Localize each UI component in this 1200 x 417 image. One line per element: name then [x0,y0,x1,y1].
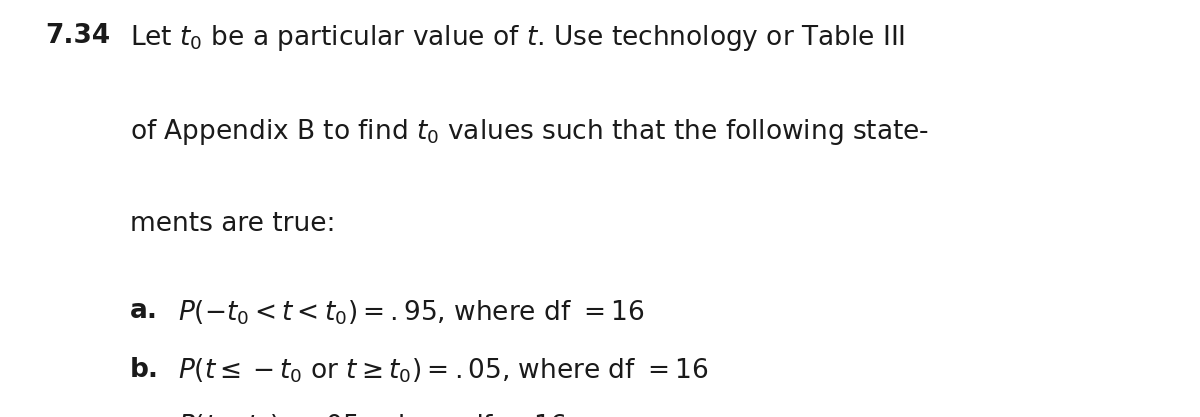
Text: b.: b. [130,357,158,382]
Text: a.: a. [130,298,157,324]
Text: $P(t \leq -t_0$ or $t \geq t_0) = .05$, where df $= 16$: $P(t \leq -t_0$ or $t \geq t_0) = .05$, … [178,357,708,385]
Text: c.: c. [130,413,155,417]
Text: ments are true:: ments are true: [130,211,335,236]
Text: 7.34: 7.34 [46,23,110,49]
Text: $P(-t_0 < t < t_0) = .95$, where df $= 16$: $P(-t_0 < t < t_0) = .95$, where df $= 1… [178,298,644,327]
Text: $P(t \leq t_0) = .05$, where df $= 16$: $P(t \leq t_0) = .05$, where df $= 16$ [178,413,566,417]
Text: of Appendix B to find $t_0$ values such that the following state-: of Appendix B to find $t_0$ values such … [130,117,929,147]
Text: Let $t_0$ be a particular value of $t$. Use technology or Table III: Let $t_0$ be a particular value of $t$. … [130,23,905,53]
